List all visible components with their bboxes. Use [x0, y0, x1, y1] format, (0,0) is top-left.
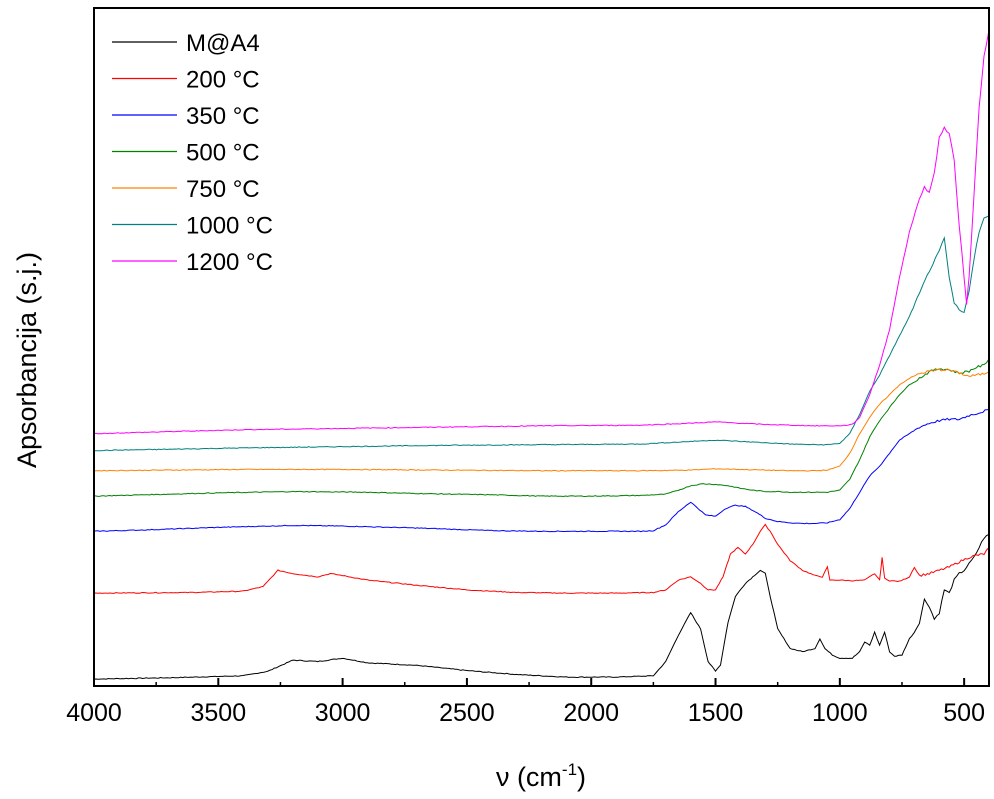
- legend-label-6: 1200 °C: [186, 249, 273, 276]
- x-axis-label-main: ν (cm: [496, 762, 562, 792]
- x-tick-label: 2500: [439, 699, 495, 727]
- legend-label-1: 200 °C: [186, 67, 260, 94]
- legend-label-3: 500 °C: [186, 140, 260, 167]
- x-tick-label: 2000: [563, 699, 619, 727]
- x-axis: 4000 3500 3000 2500 2000 1500 1000 500: [66, 678, 985, 727]
- x-tick-label: 500: [943, 699, 985, 727]
- legend-label-0: M@A4: [186, 30, 260, 57]
- series-line-1: [93, 523, 990, 594]
- series-line-6: [93, 29, 990, 435]
- series-line-0: [93, 534, 990, 680]
- x-tick-label: 1500: [688, 699, 744, 727]
- series-line-2: [93, 409, 990, 533]
- series-line-4: [93, 368, 990, 472]
- x-tick-label: 3500: [190, 699, 246, 727]
- x-tick-label: 1000: [812, 699, 868, 727]
- series-layer: [93, 29, 990, 680]
- y-axis-label: Apsorbancija (s.j.): [12, 252, 42, 468]
- x-axis-label: ν (cm-1): [496, 760, 586, 792]
- legend-label-5: 1000 °C: [186, 213, 273, 240]
- legend-label-4: 750 °C: [186, 176, 260, 203]
- legend: M@A4 200 °C 350 °C 500 °C 750 °C 1000 °C 1200 …: [112, 30, 273, 276]
- x-axis-label-suffix: ): [577, 762, 586, 792]
- series-line-3: [93, 358, 990, 498]
- x-tick-label: 3000: [315, 699, 371, 727]
- x-axis-label-superscript: -1: [562, 760, 577, 779]
- legend-label-2: 350 °C: [186, 103, 260, 130]
- x-tick-label: 4000: [66, 699, 122, 727]
- plot-frame: [93, 7, 990, 687]
- series-line-5: [94, 215, 990, 452]
